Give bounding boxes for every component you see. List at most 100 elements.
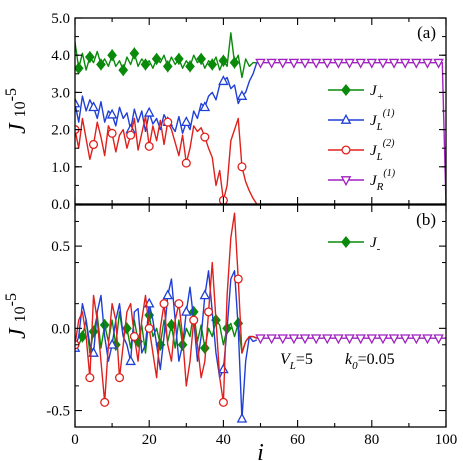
data-point xyxy=(159,299,169,309)
data-point xyxy=(229,56,240,69)
y-tick-label: 0.0 xyxy=(51,321,70,337)
y-tick-label: 2.0 xyxy=(51,123,70,139)
data-point xyxy=(181,305,192,316)
data-point xyxy=(266,334,277,345)
data-point xyxy=(107,128,117,138)
legend-label: JR(1) xyxy=(370,168,396,193)
data-point xyxy=(143,106,155,117)
data-point xyxy=(237,162,247,172)
series-jr-1- xyxy=(255,334,446,345)
legend-entry: J- xyxy=(328,235,381,255)
legend-label: J- xyxy=(370,235,381,255)
data-point xyxy=(129,47,140,60)
data-point xyxy=(433,58,444,69)
data-point xyxy=(218,363,229,374)
data-point xyxy=(333,58,344,69)
data-point xyxy=(388,334,400,345)
data-point xyxy=(344,334,355,345)
x-tick-label: 40 xyxy=(216,432,231,448)
data-point xyxy=(125,355,136,366)
data-point xyxy=(199,101,211,112)
data-point xyxy=(433,334,444,345)
data-point xyxy=(181,116,192,127)
legend-label: JL(2) xyxy=(370,138,395,163)
data-point xyxy=(106,338,118,349)
data-point xyxy=(144,141,154,151)
data-point xyxy=(255,58,266,69)
data-point xyxy=(75,97,81,108)
data-point xyxy=(218,54,229,67)
y-tick-label: -0.5 xyxy=(46,404,70,420)
data-point xyxy=(100,397,110,407)
data-point xyxy=(218,397,228,407)
x-tick-label: 100 xyxy=(435,432,458,448)
data-point xyxy=(200,132,210,142)
data-point xyxy=(144,323,154,333)
legend-marker xyxy=(341,145,351,155)
legend-label: JL(1) xyxy=(370,108,395,133)
data-point xyxy=(207,58,218,71)
x-tick-label: 20 xyxy=(142,432,157,448)
series-jl-2- xyxy=(75,115,258,204)
y-tick-label: 4.0 xyxy=(51,48,70,64)
data-point xyxy=(218,75,229,86)
data-point xyxy=(88,101,99,112)
y-tick-label: 0.5 xyxy=(51,239,70,255)
series-j- xyxy=(75,32,257,79)
data-point xyxy=(174,299,184,309)
data-point xyxy=(199,289,211,300)
data-point xyxy=(255,334,266,345)
data-point xyxy=(388,58,400,69)
data-point xyxy=(299,58,311,69)
y-tick-label: 3.0 xyxy=(51,85,70,101)
data-point xyxy=(162,60,173,73)
series-jr-1- xyxy=(255,58,446,204)
x-tick-label: 60 xyxy=(290,432,305,448)
data-point xyxy=(422,334,433,345)
data-point xyxy=(355,334,366,345)
panel-label: (b) xyxy=(416,210,436,229)
data-point xyxy=(366,58,378,69)
data-point xyxy=(236,90,248,100)
data-point xyxy=(196,52,206,65)
legend-entry: JL(2) xyxy=(328,138,395,163)
data-point xyxy=(118,64,129,77)
legend-entry: JR(1) xyxy=(328,168,396,193)
y-axis-title: J 10-5 xyxy=(3,293,31,339)
data-point xyxy=(75,62,84,75)
data-point xyxy=(399,334,411,345)
data-point xyxy=(321,58,333,69)
data-point xyxy=(129,332,139,342)
data-point xyxy=(422,58,433,69)
data-point xyxy=(310,58,322,69)
data-point xyxy=(151,52,162,65)
data-point xyxy=(204,307,214,317)
data-point xyxy=(377,334,389,345)
data-point xyxy=(174,52,184,65)
series-line xyxy=(256,61,446,204)
data-point xyxy=(299,334,311,345)
data-point xyxy=(288,58,300,69)
data-point xyxy=(162,289,174,300)
data-point xyxy=(277,58,289,69)
series-line xyxy=(75,212,258,404)
panel-label: (a) xyxy=(417,23,436,42)
data-point xyxy=(355,58,366,69)
data-point xyxy=(377,58,389,69)
y-tick-label: 1.0 xyxy=(51,160,70,176)
data-point xyxy=(233,274,243,284)
data-point xyxy=(236,412,248,423)
series-line xyxy=(75,32,257,79)
data-point xyxy=(106,108,118,119)
data-point xyxy=(288,334,300,345)
data-point xyxy=(366,334,378,345)
data-point xyxy=(333,334,344,345)
annotation-k0: k0=0.05 xyxy=(345,351,395,372)
plot-frame xyxy=(74,204,447,428)
data-point xyxy=(114,373,125,383)
data-point xyxy=(99,319,110,332)
data-point xyxy=(126,130,136,140)
series-jl-2- xyxy=(75,212,258,407)
y-tick-label: 5.0 xyxy=(51,11,70,27)
data-point xyxy=(85,373,95,383)
